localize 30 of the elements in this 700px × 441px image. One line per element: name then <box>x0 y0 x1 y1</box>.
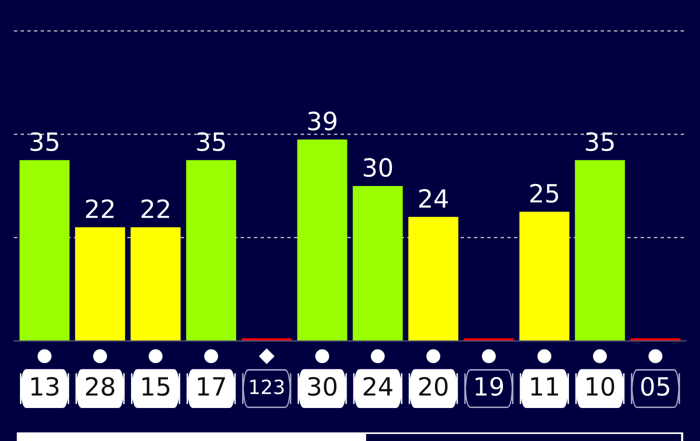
x-tick-label: 20 <box>419 376 448 396</box>
bar <box>186 160 236 341</box>
data-label: 35 <box>197 132 225 152</box>
x-tick-label: 05 <box>641 376 670 396</box>
bar <box>352 186 403 341</box>
x-tick-label: 19 <box>476 376 503 396</box>
data-label: 30 <box>364 158 392 177</box>
data-label: 22 <box>142 199 170 218</box>
data-label: 22 <box>86 199 114 218</box>
bar <box>130 227 181 341</box>
data-label: 35 <box>30 132 58 152</box>
data-label: 24 <box>419 189 448 208</box>
x-tick-label: 17 <box>198 377 225 396</box>
x-tick-label: 13 <box>31 376 58 396</box>
x-tick-label: 10 <box>586 376 614 396</box>
bar <box>20 160 70 341</box>
x-tick-label: 15 <box>142 377 170 396</box>
x-tick-label: 28 <box>86 376 114 396</box>
x-tick-label: 24 <box>364 376 392 396</box>
data-label: 39 <box>308 112 336 130</box>
x-tick-label: 30 <box>308 376 336 396</box>
bar <box>75 227 126 341</box>
bar <box>408 216 458 341</box>
bar <box>297 139 348 341</box>
bar <box>574 160 625 341</box>
data-label: 25 <box>530 184 558 203</box>
bar <box>519 212 570 341</box>
x-tick-label: 11 <box>531 377 558 396</box>
data-label: 35 <box>586 132 614 152</box>
x-tick-label: 123 <box>250 380 284 394</box>
